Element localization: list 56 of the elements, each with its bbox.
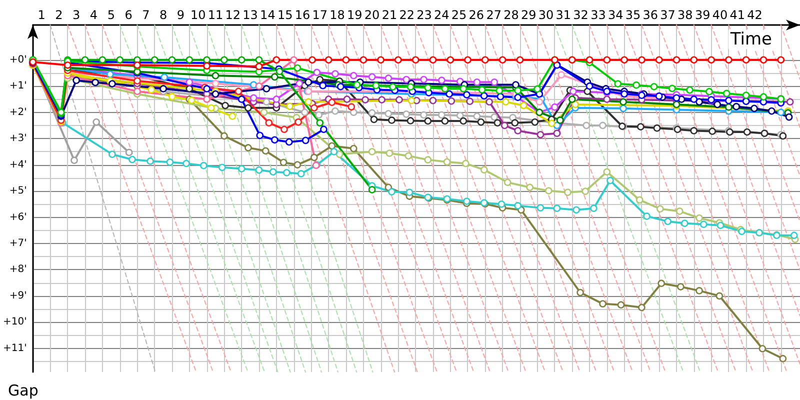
y-tick-label: +2' xyxy=(9,106,27,118)
x-tick-label: 8 xyxy=(160,8,168,22)
y-tick-label: +7' xyxy=(9,238,27,249)
y-tick-label: +1' xyxy=(9,80,27,92)
y-tick-label: +8' xyxy=(9,264,27,276)
x-tick-label: 20 xyxy=(364,8,380,22)
x-tick-label: 28 xyxy=(504,8,519,22)
x-tick-label: 32 xyxy=(573,8,588,22)
x-tick-label: 27 xyxy=(486,8,502,22)
x-axis-title: Time xyxy=(729,30,772,50)
x-tick-label: 38 xyxy=(678,8,693,22)
y-tick-label: +9' xyxy=(9,290,27,302)
x-tick-label: 30 xyxy=(538,8,554,22)
x-tick-label: 37 xyxy=(660,8,676,22)
x-tick-label: 40 xyxy=(712,8,728,22)
x-tick-label: 17 xyxy=(312,8,328,22)
y-tick-label: +11' xyxy=(2,342,27,354)
x-tick-label: 14 xyxy=(260,8,276,22)
x-tick-label: 7 xyxy=(142,8,150,22)
y-tick-label: +4' xyxy=(9,159,27,170)
x-tick-label: 11 xyxy=(208,8,224,22)
x-tick-label: 1 xyxy=(38,8,46,22)
x-tick-label: 4 xyxy=(90,8,98,22)
x-tick-label: 29 xyxy=(520,8,536,22)
x-tick-label: 39 xyxy=(694,8,710,22)
x-tick-label: 10 xyxy=(190,8,206,22)
y-axis-title: Gap xyxy=(8,382,38,400)
x-tick-label: 5 xyxy=(107,8,115,22)
x-tick-label: 15 xyxy=(277,8,293,22)
x-tick-label: 33 xyxy=(590,8,606,22)
x-tick-label: 9 xyxy=(176,8,185,22)
x-tick-label: 34 xyxy=(608,8,624,22)
x-tick-label: 3 xyxy=(72,8,80,22)
x-tick-label: 22 xyxy=(399,8,414,22)
x-tick-label: 42 xyxy=(747,8,762,22)
x-tick-label: 25 xyxy=(451,8,467,22)
y-tick-label: +0' xyxy=(9,54,27,66)
x-tick-label: 19 xyxy=(347,8,362,22)
x-tick-label: 35 xyxy=(625,8,641,22)
x-tick-label: 16 xyxy=(294,8,310,22)
x-tick-label: 26 xyxy=(468,8,484,22)
y-tick-label: +6' xyxy=(9,212,27,223)
x-tick-label: 23 xyxy=(416,8,432,22)
x-tick-label: 18 xyxy=(330,8,345,22)
y-tick-label: +3' xyxy=(9,133,27,144)
x-tick-label: 41 xyxy=(730,8,746,22)
x-tick-label: 36 xyxy=(642,8,658,22)
x-tick-label: 12 xyxy=(225,8,241,22)
x-tick-label: 2 xyxy=(55,8,63,22)
y-tick-label: +10' xyxy=(2,316,27,328)
y-tick-label: +5' xyxy=(9,186,27,197)
x-tick-label: 6 xyxy=(124,8,132,22)
x-tick-label: 13 xyxy=(242,8,258,22)
x-tick-label: 21 xyxy=(382,8,398,22)
x-tick-label: 31 xyxy=(556,8,572,22)
x-tick-label: 24 xyxy=(434,8,450,22)
